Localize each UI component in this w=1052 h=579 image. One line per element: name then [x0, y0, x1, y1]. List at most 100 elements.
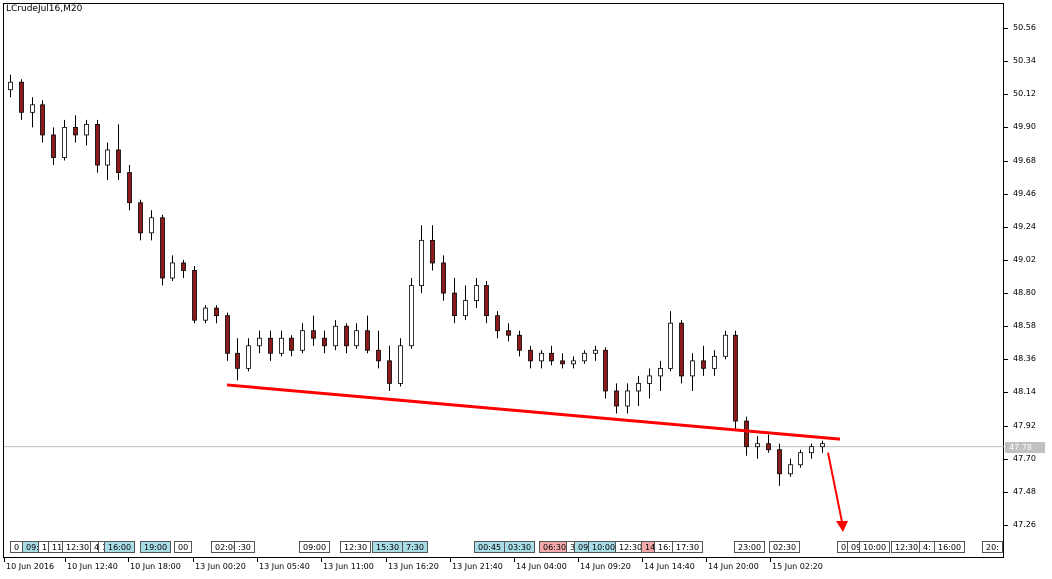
price-label: 50.34: [1013, 56, 1036, 66]
chart-area[interactable]: [3, 3, 1004, 558]
candle-body: [733, 334, 738, 422]
session-tag: 10:00: [859, 541, 891, 553]
time-tick: [128, 558, 129, 562]
session-tag: 16:00: [934, 541, 966, 553]
trendline: [226, 383, 841, 441]
arrow-shaft: [827, 452, 843, 523]
candle-body: [766, 443, 771, 451]
candle-body: [690, 360, 695, 377]
candle-body: [160, 217, 165, 279]
session-tag: 03:30: [504, 541, 536, 553]
candle-body: [105, 149, 110, 166]
candle-body: [506, 330, 511, 336]
session-tag: 09:00: [299, 541, 331, 553]
price-label: 49.24: [1013, 221, 1036, 231]
candle-body: [430, 239, 435, 264]
candle-body: [40, 104, 45, 136]
candle-body: [474, 285, 479, 301]
price-axis: 50.56 50.34 50.12 49.90 49.68 49.46 49.24 49.02…: [1004, 0, 1052, 560]
time-label: 14 Jun 04:00: [516, 562, 567, 571]
price-tick: [1004, 226, 1008, 228]
candle-body: [441, 262, 446, 294]
candle-body: [614, 390, 619, 407]
candle-body: [409, 285, 414, 347]
time-tick: [450, 558, 451, 562]
candle-body: [788, 464, 793, 475]
candle-body: [517, 334, 522, 351]
time-tick: [193, 558, 194, 562]
candle-body: [798, 452, 803, 466]
candle-body: [214, 307, 219, 317]
candle-body: [463, 300, 468, 317]
candle-body: [51, 134, 56, 158]
price-tick: [1004, 491, 1008, 493]
candle-body: [30, 104, 35, 113]
price-tick: [1004, 359, 1008, 361]
candle-body: [289, 337, 294, 351]
time-tick: [65, 558, 66, 562]
price-label: 49.68: [1013, 155, 1036, 165]
candle-body: [138, 202, 143, 234]
candle-body: [809, 446, 814, 454]
candle-body: [116, 149, 121, 173]
candle-body: [549, 352, 554, 362]
candle-body: [246, 345, 251, 369]
session-tag: 15:30: [372, 541, 404, 553]
candle-body: [181, 262, 186, 271]
candle-body: [300, 330, 305, 351]
session-tag: 16:: [654, 541, 675, 553]
time-tick: [706, 558, 707, 562]
candle-body: [268, 337, 273, 354]
current-price-tag: 47.78: [1005, 441, 1045, 453]
candle-body: [344, 325, 349, 347]
price-tick: [1004, 28, 1008, 29]
time-label: 14 Jun 09:20: [580, 562, 631, 571]
candle-body: [625, 390, 630, 407]
price-tick: [1004, 94, 1008, 96]
candle-body: [8, 81, 13, 91]
time-label: 13 Jun 05:40: [259, 562, 310, 571]
candle-body: [95, 123, 100, 166]
candle-body: [225, 315, 230, 354]
candle-body: [73, 127, 78, 136]
price-tick: [1004, 525, 1008, 526]
price-label: 47.70: [1013, 453, 1036, 463]
candle-body: [701, 360, 706, 369]
time-tick: [386, 558, 387, 562]
price-tick: [1004, 193, 1008, 195]
price-label: 48.80: [1013, 288, 1036, 298]
time-label: 10 Jun 12:40: [67, 562, 118, 571]
time-label: 13 Jun 21:40: [452, 562, 503, 571]
candle-body: [192, 270, 197, 321]
price-label: 49.02: [1013, 254, 1036, 264]
candle-body: [354, 330, 359, 347]
session-tag: 00:45: [474, 541, 506, 553]
session-tag: 12:30: [891, 541, 923, 553]
candle-body: [636, 383, 641, 392]
candle-body: [528, 349, 533, 362]
price-label: 47.26: [1013, 520, 1036, 529]
candle-body: [419, 239, 424, 286]
price-label: 49.90: [1013, 122, 1036, 132]
candle-body: [484, 285, 489, 317]
session-tag: 20:: [982, 541, 1003, 553]
session-tag: 16:00: [104, 541, 136, 553]
candle-body: [127, 172, 132, 204]
price-label: 48.36: [1013, 354, 1036, 364]
candle-body: [170, 262, 175, 279]
price-tick: [1004, 458, 1008, 460]
session-tag: 23:00: [734, 541, 766, 553]
candle-body: [452, 292, 457, 317]
session-tag: 12:30: [615, 541, 647, 553]
candle-body: [723, 334, 728, 357]
price-tick: [1004, 326, 1008, 328]
price-tick: [1004, 61, 1008, 63]
price-tick: [1004, 259, 1008, 261]
candle-body: [149, 217, 154, 234]
time-tick: [514, 558, 515, 562]
candle-body: [365, 330, 370, 351]
candle-body: [582, 352, 587, 362]
candle-body: [19, 81, 24, 113]
time-tick: [257, 558, 258, 562]
